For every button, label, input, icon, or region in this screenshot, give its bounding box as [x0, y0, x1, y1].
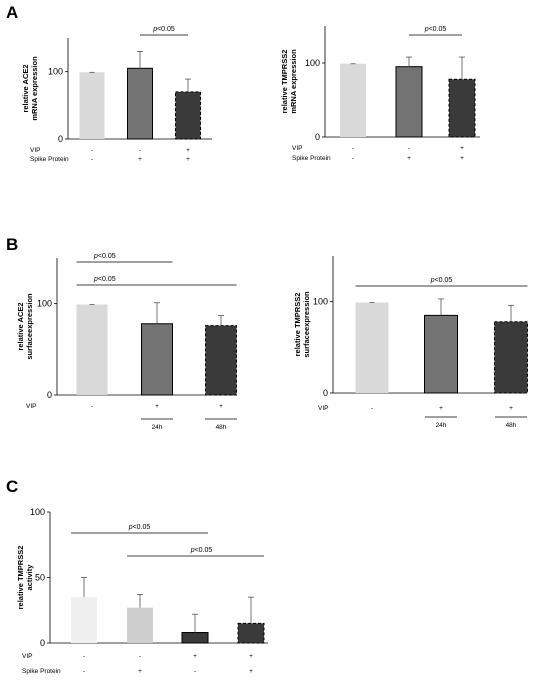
condition-mark: - [91, 156, 93, 163]
y-tick-label: 0 [47, 390, 52, 400]
y-tick-label: 100 [48, 67, 63, 77]
y-axis-label: activity [25, 564, 34, 591]
significance-label: p<0.05 [128, 524, 151, 531]
bar [355, 302, 389, 393]
y-tick-label: 100 [313, 297, 328, 307]
bar [205, 325, 237, 396]
row-label: Spike Protein [22, 668, 61, 675]
bar [141, 323, 173, 396]
y-axis-label: relative TMPRSS2 [293, 293, 302, 357]
bar [127, 67, 153, 140]
row-label: VIP [318, 405, 328, 412]
bar [395, 66, 423, 138]
y-axis-label: mRNA expression [30, 56, 39, 121]
y-axis-label: mRNA expression [289, 49, 298, 114]
condition-mark: - [194, 668, 196, 675]
significance-label: p<0.05 [152, 26, 175, 33]
bar [448, 78, 476, 138]
row-label: VIP [30, 147, 40, 154]
significance-label: p<0.05 [430, 277, 453, 284]
condition-mark: - [139, 147, 141, 154]
condition-mark: - [91, 403, 93, 410]
condition-mark: + [155, 403, 159, 410]
bar [71, 597, 97, 643]
row-label: VIP [292, 145, 302, 152]
significance-label: p<0.05 [93, 276, 116, 283]
condition-mark: - [139, 653, 141, 660]
condition-mark: - [91, 147, 93, 154]
bar [340, 63, 366, 137]
bar [76, 304, 108, 395]
condition-mark: + [219, 403, 223, 410]
bar [494, 321, 528, 394]
sublabel: 24h [152, 424, 163, 431]
condition-mark: - [371, 405, 373, 412]
row-label: Spike Protein [292, 155, 331, 162]
bar [175, 91, 201, 140]
y-tick-label: 100 [37, 299, 52, 309]
condition-mark: + [186, 147, 190, 154]
significance-label: p<0.05 [190, 547, 213, 554]
row-label: VIP [26, 403, 36, 410]
sublabel: 24h [436, 422, 447, 429]
y-tick-label: 0 [323, 388, 328, 398]
condition-mark: + [439, 405, 443, 412]
condition-mark: - [83, 668, 85, 675]
panel-letter-b: B [6, 235, 18, 254]
significance-label: p<0.05 [93, 253, 116, 260]
y-axis-label: surfaceexpression [302, 291, 311, 358]
condition-mark: + [509, 405, 513, 412]
y-tick-label: 100 [30, 507, 45, 517]
significance-label: p<0.05 [424, 26, 447, 33]
condition-mark: + [249, 653, 253, 660]
condition-mark: - [408, 145, 410, 152]
bar [181, 632, 209, 644]
y-axis-label: relative ACE2 [21, 64, 30, 112]
y-tick-label: 100 [305, 58, 320, 68]
bar [424, 314, 458, 394]
condition-mark: + [407, 155, 411, 162]
condition-mark: + [138, 156, 142, 163]
row-label: Spike Protein [30, 156, 69, 163]
y-axis-label: relative TMPRSS2 [16, 546, 25, 610]
y-axis-label: relative TMPRSS2 [280, 50, 289, 114]
sublabel: 48h [506, 422, 517, 429]
y-axis-label: relative ACE2 [16, 302, 25, 350]
bar [127, 607, 153, 643]
condition-mark: - [83, 653, 85, 660]
sublabel: 48h [216, 424, 227, 431]
y-tick-label: 0 [315, 132, 320, 142]
y-tick-label: 0 [40, 638, 45, 648]
condition-mark: + [460, 145, 464, 152]
panel-letter-c: C [6, 477, 18, 496]
condition-mark: - [352, 145, 354, 152]
y-tick-label: 0 [58, 134, 63, 144]
condition-mark: + [138, 668, 142, 675]
condition-mark: + [249, 668, 253, 675]
bar [237, 622, 265, 644]
condition-mark: + [460, 155, 464, 162]
row-label: VIP [22, 653, 32, 660]
condition-mark: + [186, 156, 190, 163]
y-tick-label: 50 [35, 573, 45, 583]
condition-mark: - [352, 155, 354, 162]
bar [79, 72, 105, 139]
panel-letter-a: A [6, 3, 18, 22]
y-axis-label: surfaceexpression [25, 293, 34, 360]
condition-mark: + [193, 653, 197, 660]
